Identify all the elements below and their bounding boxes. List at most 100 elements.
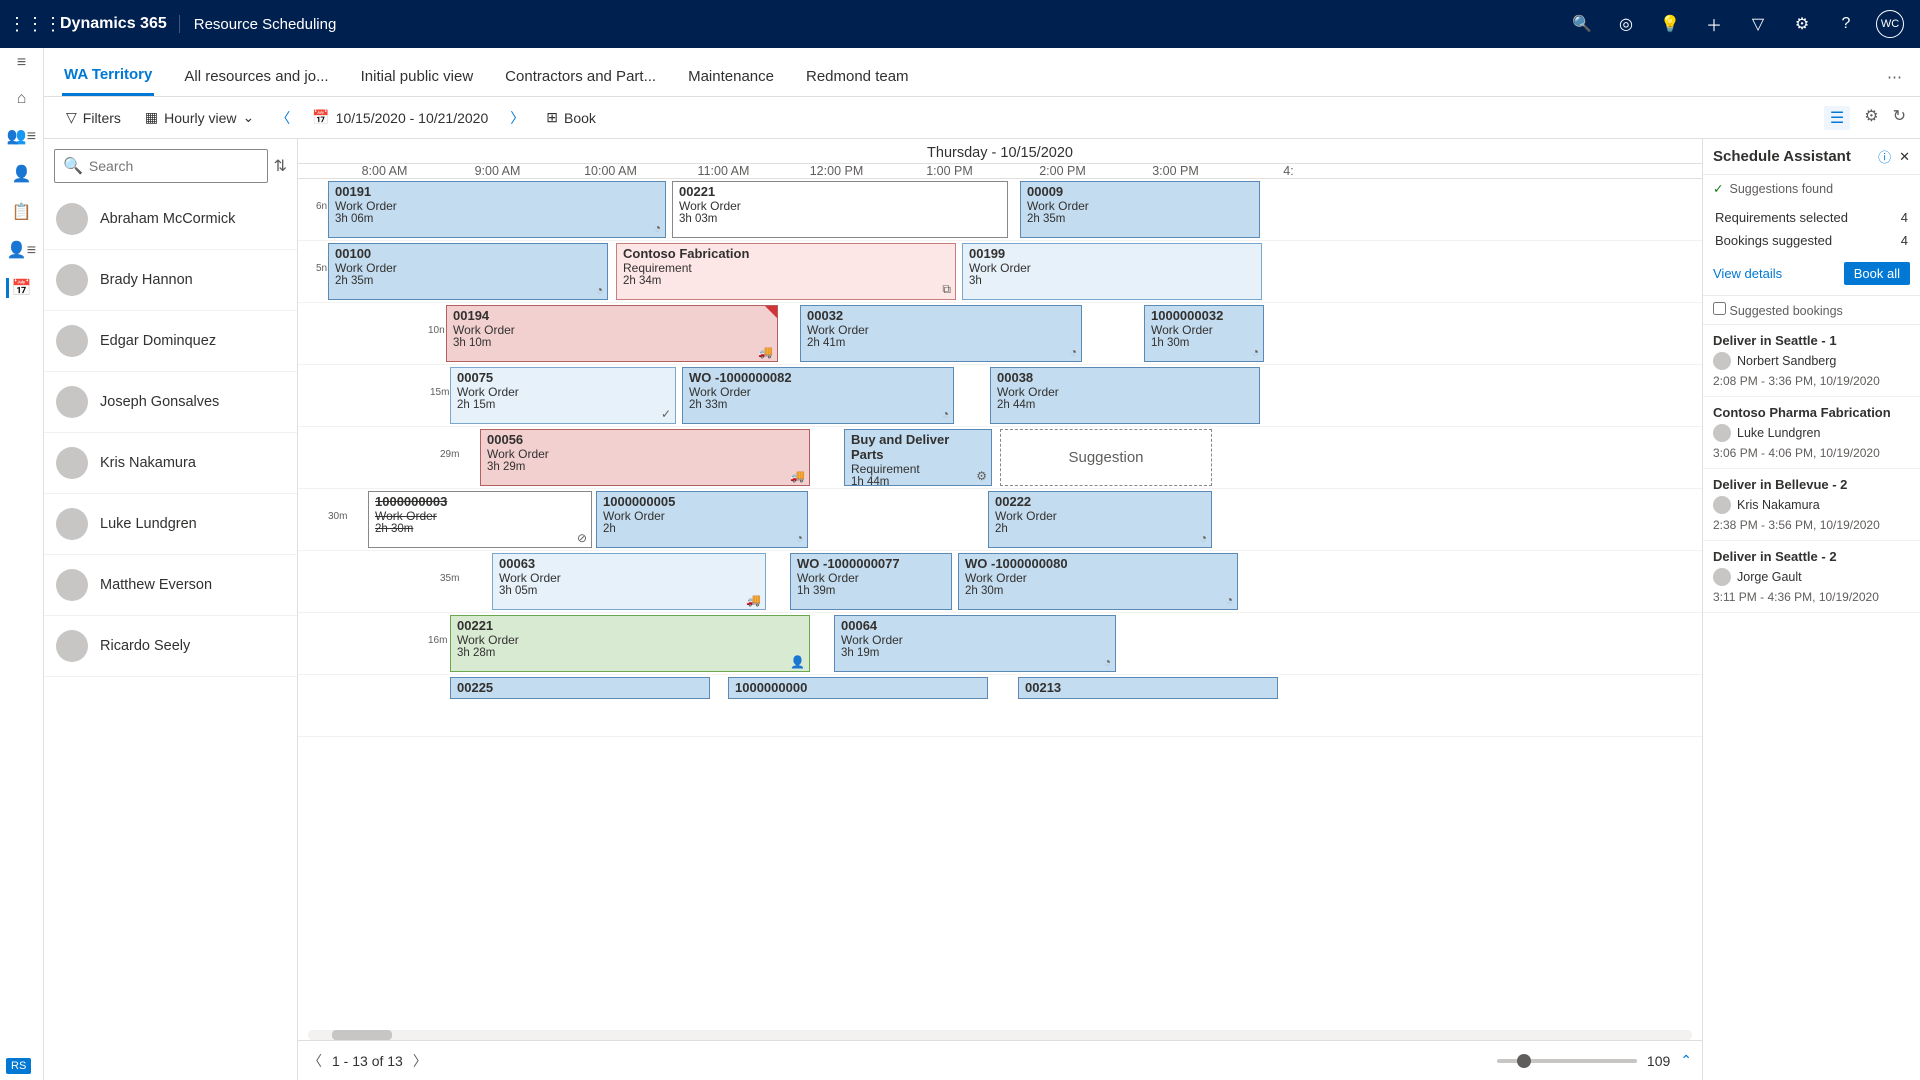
suggested-checkbox[interactable] [1713,302,1726,315]
help-icon[interactable]: ? [1824,15,1868,33]
booking-block[interactable]: 00063Work Order3h 05m🚚 [492,553,766,610]
lightbulb-icon[interactable]: 💡 [1648,14,1692,34]
page-prev[interactable]: 〈 [308,1051,322,1071]
date-range[interactable]: 📅10/15/2020 - 10/21/2020 [304,105,496,130]
calendar-icon[interactable]: 📅 [6,278,32,298]
booking-block[interactable]: 00056Work Order3h 29m🚚 [480,429,810,486]
booking-block[interactable]: 00221Work Order3h 03m [672,181,1008,238]
filter-icon: ▽ [66,109,77,126]
resource-row[interactable]: Kris Nakamura [44,433,297,494]
tab-3[interactable]: Contractors and Part... [503,60,658,95]
booking-block[interactable]: 00075Work Order2h 15m✓ [450,367,676,424]
people-list-icon[interactable]: 👥≡ [7,126,36,146]
booking-block[interactable]: 00038Work Order2h 44m [990,367,1260,424]
status-icon: 🚚 [758,345,773,359]
view-details-link[interactable]: View details [1713,266,1782,281]
resource-row[interactable]: Luke Lundgren [44,494,297,555]
resource-row[interactable]: Brady Hannon [44,250,297,311]
lane: 29m00056Work Order3h 29m🚚Buy and Deliver… [298,427,1702,489]
tab-5[interactable]: Redmond team [804,60,911,95]
status-icon: ◔ [1070,345,1077,359]
hamburger-icon[interactable]: ≡ [17,54,26,72]
suggestion-item[interactable]: Deliver in Bellevue - 2Kris Nakamura2:38… [1703,469,1920,541]
booking-block[interactable]: 00032Work Order2h 41m◔ [800,305,1082,362]
resource-name: Joseph Gonsalves [100,394,219,410]
gear-icon[interactable]: ⚙ [1864,106,1878,130]
task-icon[interactable]: ◎ [1604,14,1648,34]
booking-block[interactable]: 00213 [1018,677,1278,699]
booking-block[interactable]: WO -1000000077Work Order1h 39m [790,553,952,610]
search-input[interactable] [89,158,259,174]
lane: 30m1000000003Work Order2h 30m⊘1000000005… [298,489,1702,551]
booking-block[interactable]: 00222Work Order2h◔ [988,491,1212,548]
suggestion-item[interactable]: Deliver in Seattle - 1Norbert Sandberg2:… [1703,325,1920,397]
resource-row[interactable]: Edgar Dominquez [44,311,297,372]
tab-0[interactable]: WA Territory [62,58,154,96]
suggestion-item[interactable]: Contoso Pharma FabricationLuke Lundgren3… [1703,397,1920,469]
book-all-button[interactable]: Book all [1844,262,1910,285]
tab-4[interactable]: Maintenance [686,60,776,95]
info-icon[interactable]: ⓘ [1878,147,1891,166]
view-dropdown[interactable]: ▦Hourly view⌄ [137,105,262,130]
tabs-overflow-icon[interactable]: ⋯ [1887,68,1902,86]
book-label: Bookings suggested [1715,233,1832,248]
prev-button[interactable]: 〈 [270,106,296,130]
h-scrollbar[interactable] [308,1030,1692,1040]
search-icon[interactable]: 🔍 [1560,14,1604,34]
filters-button[interactable]: ▽Filters [58,105,129,130]
avatar [1713,568,1731,586]
settings-icon[interactable]: ⚙ [1780,14,1824,34]
app-launcher-icon[interactable]: ⋮⋮⋮ [8,14,48,35]
booking-block[interactable]: 00064Work Order3h 19m◔ [834,615,1116,672]
booking-block[interactable]: 1000000003Work Order2h 30m⊘ [368,491,592,548]
sort-icon[interactable]: ⇅ [274,156,287,176]
booking-block[interactable]: WO -1000000080Work Order2h 30m◔ [958,553,1238,610]
status-icon: ⧉ [942,282,951,297]
user-avatar[interactable]: WC [1876,10,1904,38]
refresh-icon[interactable]: ↻ [1893,106,1906,130]
avatar [1713,496,1731,514]
booking-block[interactable]: WO -1000000082Work Order2h 33m◔ [682,367,954,424]
booking-block[interactable]: 00009Work Order2h 35m [1020,181,1260,238]
resource-row[interactable]: Ricardo Seely [44,616,297,677]
booking-block[interactable]: 1000000000 [728,677,988,699]
close-icon[interactable]: ✕ [1899,149,1910,165]
time-slot: 4: [1232,164,1345,178]
resource-row[interactable]: Abraham McCormick [44,189,297,250]
resource-row[interactable]: Joseph Gonsalves [44,372,297,433]
booking-block[interactable]: 00199Work Order3h [962,243,1262,300]
person-icon[interactable]: 👤 [12,164,32,184]
chevron-up-icon[interactable]: ⌃ [1680,1052,1692,1069]
page-next[interactable]: 〉 [413,1051,427,1071]
booking-block[interactable]: 00191Work Order3h 06m◔ [328,181,666,238]
booking-block[interactable]: Contoso FabricationRequirement2h 34m⧉ [616,243,956,300]
lane: 15m00075Work Order2h 15m✓WO -1000000082W… [298,365,1702,427]
list-toggle-icon[interactable]: ☰ [1824,106,1850,130]
gap-label: 15m [430,387,449,398]
rs-badge: RS [6,1058,31,1074]
booking-block[interactable]: 00221Work Order3h 28m👤 [450,615,810,672]
suggestion-item[interactable]: Deliver in Seattle - 2Jorge Gault3:11 PM… [1703,541,1920,613]
resource-name: Kris Nakamura [100,455,196,471]
home-icon[interactable]: ⌂ [17,90,27,108]
time-slot: 3:00 PM [1119,164,1232,178]
zoom-slider[interactable] [1497,1059,1637,1063]
tab-1[interactable]: All resources and jo... [182,60,330,95]
next-button[interactable]: 〉 [504,106,530,130]
booking-block[interactable]: 00225 [450,677,710,699]
booking-block[interactable]: Suggestion [1000,429,1212,486]
clipboard-icon[interactable]: 📋 [12,202,32,222]
add-icon[interactable]: ＋ [1692,12,1736,36]
booking-block[interactable]: 00194Work Order3h 10m🚚 [446,305,778,362]
resource-row[interactable]: Matthew Everson [44,555,297,616]
booking-block[interactable]: Buy and Deliver PartsRequirement1h 44m⚙ [844,429,992,486]
tab-2[interactable]: Initial public view [359,60,476,95]
person-list-icon[interactable]: 👤≡ [7,240,36,260]
search-box[interactable]: 🔍 [54,149,268,183]
book-button[interactable]: ⊞Book [538,105,604,130]
filter-icon[interactable]: ▽ [1736,14,1780,34]
booking-block[interactable]: 1000000032Work Order1h 30m◔ [1144,305,1264,362]
booking-block[interactable]: 1000000005Work Order2h◔ [596,491,808,548]
booking-block[interactable]: 00100Work Order2h 35m◔ [328,243,608,300]
status-icon: ⚙ [976,469,987,483]
